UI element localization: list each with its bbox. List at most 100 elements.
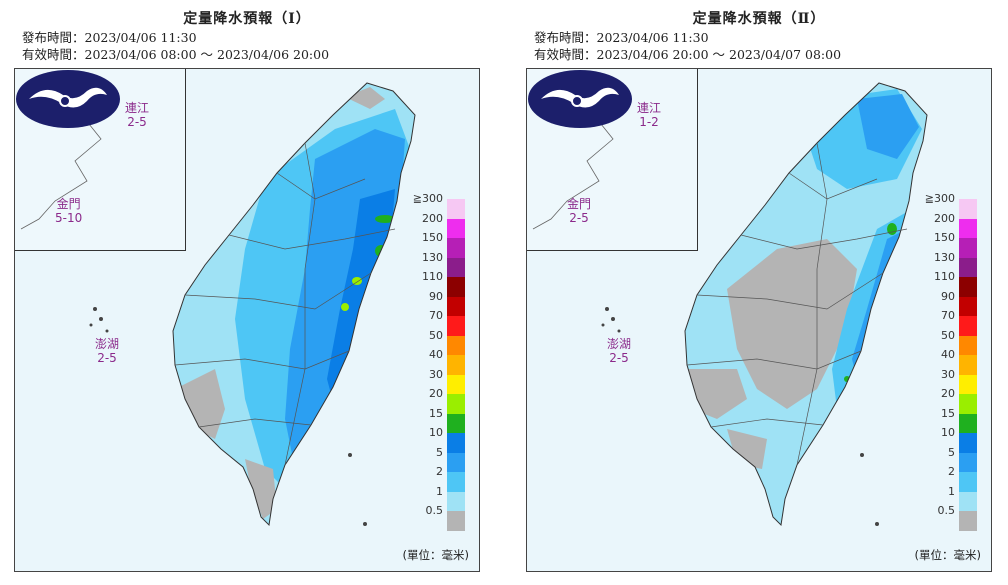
legend-entry: 5: [409, 446, 469, 472]
taiwan-map: [89, 82, 416, 527]
legend-label: 50: [941, 328, 955, 342]
legend-label: 200: [934, 211, 955, 225]
legend-entry: 0.5: [921, 504, 981, 531]
legend-swatch: [959, 491, 977, 511]
taiwan-map: [601, 82, 928, 527]
legend-label: 40: [429, 348, 443, 361]
legend-label: 130: [934, 250, 955, 264]
legend-label: 150: [934, 231, 955, 244]
panel-title: 定量降水預報（Ⅰ）: [183, 11, 311, 27]
legend-label: 90: [429, 289, 443, 303]
legend-swatch: [447, 452, 465, 472]
legend-entry: 20: [409, 387, 469, 414]
legend-swatch: [959, 472, 977, 492]
legend-label: 5: [948, 445, 955, 459]
legend-label: 40: [941, 348, 955, 361]
legend-entry: 15: [921, 407, 981, 433]
legend-label: 0.5: [937, 504, 956, 517]
island-kinmen: 金門 2-5: [567, 197, 592, 225]
legend-entry: 90: [921, 290, 981, 316]
legend-entry: 10: [409, 426, 469, 453]
legend-entry: 70: [409, 309, 469, 336]
legend-label: 30: [941, 367, 955, 381]
legend-swatch: [447, 296, 465, 316]
legend-label: 5: [436, 445, 443, 459]
legend-swatch: [959, 433, 977, 453]
legend-entry: 150: [921, 231, 981, 258]
legend-entry: 30: [409, 368, 469, 394]
legend-label: 10: [429, 426, 443, 439]
legend-swatch: [447, 257, 465, 277]
legend-swatch: [447, 472, 465, 492]
legend-swatch: [959, 238, 977, 258]
legend-label: 110: [934, 270, 955, 283]
island-kinmen: 金門 5-10: [55, 197, 83, 225]
legend-label: 150: [422, 231, 443, 244]
legend-swatch: [959, 199, 977, 219]
legend-label: ≧300: [924, 192, 955, 205]
legend-entry: 40: [409, 348, 469, 375]
legend-label: 70: [429, 309, 443, 322]
rainfall-map: 連江 1-2 金門 2-5 澎湖 2-5 ≧300 200 150 130 110 90 70 50…: [526, 68, 992, 572]
forecast-panel-1: 定量降水預報（Ⅰ） 發布時間：2023/04/06 11:30 有效時間：202…: [12, 0, 482, 585]
unit-label: (單位：毫米): [914, 548, 981, 562]
legend-label: 1: [436, 484, 443, 498]
legend-swatch: [959, 413, 977, 433]
legend-swatch: [447, 238, 465, 258]
legend-entry: 1: [921, 485, 981, 511]
legend-entry: 2: [921, 465, 981, 492]
legend-swatch: [959, 394, 977, 414]
legend-entry: 5: [921, 446, 981, 472]
legend-swatch: [447, 374, 465, 394]
legend-swatch: [447, 413, 465, 433]
legend-entry: 50: [409, 329, 469, 355]
legend-entry: 150: [409, 231, 469, 258]
legend-swatch: [447, 394, 465, 414]
legend-entry: 1: [409, 485, 469, 511]
legend-label: 130: [422, 250, 443, 264]
unit-label: (單位：毫米): [402, 548, 469, 562]
legend-swatch: [959, 296, 977, 316]
legend-label: 20: [429, 387, 443, 400]
legend-swatch: [447, 511, 465, 531]
island-lienchiang: 連江 1-2: [637, 101, 662, 129]
legend-label: 2: [436, 465, 443, 478]
issued-time: 發布時間：2023/04/06 11:30: [22, 30, 197, 45]
valid-time: 有效時間：2023/04/06 20:00 ～ 2023/04/07 08:00: [534, 47, 842, 62]
legend-label: 15: [941, 406, 955, 420]
legend-entry: 10: [921, 426, 981, 453]
legend-swatch: [959, 511, 977, 531]
legend-label: 110: [422, 270, 443, 283]
legend-label: ≧300: [412, 192, 443, 205]
legend-swatch: [959, 218, 977, 238]
legend-label: 20: [941, 387, 955, 400]
legend-entry: 200: [921, 212, 981, 238]
legend-label: 0.5: [425, 504, 444, 517]
legend-label: 50: [429, 328, 443, 342]
legend-entry: 0.5: [409, 504, 469, 531]
legend: ≧300 200 150 130 110 90 70 50 40 30 20 15 10 5 2 1 0.5: [921, 192, 981, 531]
legend-swatch: [447, 355, 465, 375]
forecast-panel-2: 定量降水預報（Ⅱ） 發布時間：2023/04/06 11:30 有效時間：202…: [524, 0, 994, 585]
legend-swatch: [447, 199, 465, 219]
legend-entry: 130: [409, 251, 469, 277]
cwb-logo: [528, 70, 632, 128]
legend-swatch: [959, 374, 977, 394]
legend-label: 15: [429, 406, 443, 420]
legend-entry: 2: [409, 465, 469, 492]
legend: ≧300 200 150 130 110 90 70 50 40 30 20 15 10 5 2 1 0.5: [409, 192, 469, 531]
legend-entry: ≧300: [921, 192, 981, 219]
legend-entry: 20: [921, 387, 981, 414]
legend-swatch: [959, 355, 977, 375]
panel-title: 定量降水預報（Ⅱ）: [692, 11, 826, 27]
legend-entry: 30: [921, 368, 981, 394]
legend-swatch: [959, 257, 977, 277]
legend-swatch: [959, 452, 977, 472]
legend-label: 2: [948, 465, 955, 478]
legend-entry: 110: [921, 270, 981, 297]
legend-swatch: [959, 277, 977, 297]
island-penghu: 澎湖 2-5: [95, 337, 120, 365]
legend-entry: 130: [921, 251, 981, 277]
legend-label: 10: [941, 426, 955, 439]
legend-swatch: [447, 316, 465, 336]
